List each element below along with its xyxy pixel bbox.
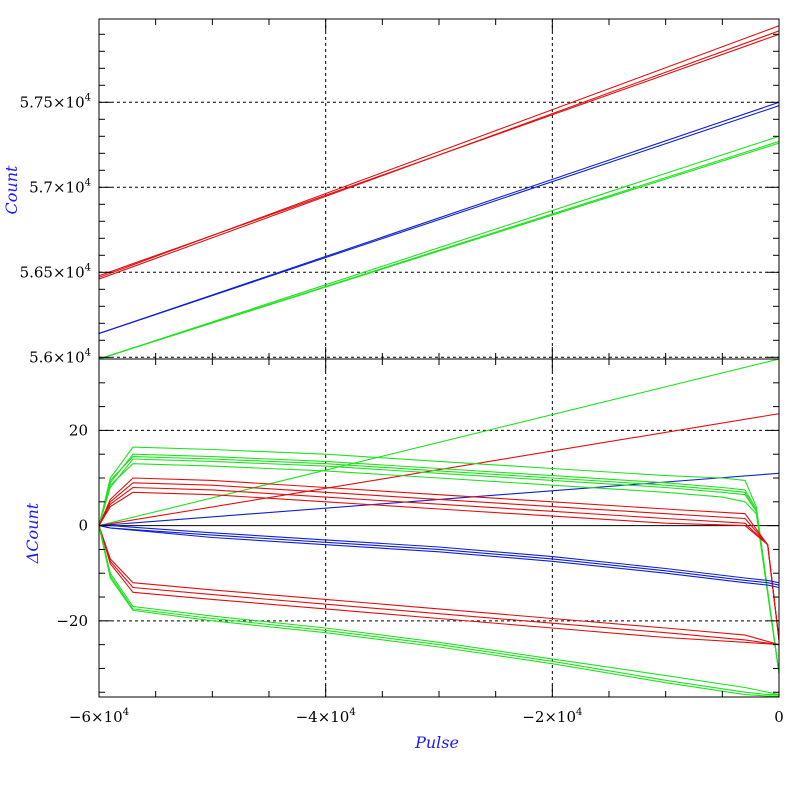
top-panel: 5.6×104 5.65×104 5.7×104 5.75×104 — [20, 18, 780, 366]
bottom-series-green-0 — [99, 359, 779, 527]
bottom-series-green-5 — [99, 446, 779, 674]
bottom-y-axis-title: ΔCount — [23, 502, 42, 564]
bottom-series-red-15 — [99, 525, 779, 646]
x-tick-label: 0 — [774, 708, 784, 726]
top-y-tick-label: 5.75×104 — [20, 92, 91, 111]
bottom-series-blue-13 — [99, 525, 779, 589]
bottom-series-red-16 — [99, 525, 779, 646]
top-y-tick-label: 5.65×104 — [20, 262, 91, 281]
bottom-series-green-4 — [99, 453, 779, 674]
top-series-green-5 — [99, 135, 779, 359]
bottom-series-red-8 — [99, 482, 779, 640]
x-tick-label: −6×104 — [69, 707, 129, 726]
bottom-y-tick-label: −20 — [56, 612, 88, 630]
x-axis-title: Pulse — [414, 733, 459, 752]
bottom-series-red-9 — [99, 486, 779, 640]
bottom-series-red-10 — [99, 491, 779, 640]
bottom-series-blue-12 — [99, 525, 779, 586]
bottom-series-green-3 — [99, 458, 779, 674]
top-series-green-7 — [99, 142, 779, 359]
bottom-series-green-6 — [99, 463, 779, 674]
bottom-series-red-1 — [99, 413, 779, 527]
bottom-series-blue-14 — [99, 525, 779, 584]
bottom-y-tick-label: 0 — [78, 517, 88, 535]
top-y-tick-label: 5.7×104 — [29, 177, 91, 196]
bottom-series-green-19 — [99, 525, 779, 696]
bottom-panel: −20 0 20 −6×104 −4×104 −2×104 0 — [56, 358, 784, 726]
bottom-series-red-17 — [99, 525, 779, 646]
top-series-blue-4 — [99, 105, 779, 335]
bottom-series-red-11 — [99, 477, 779, 640]
bottom-frame — [98, 358, 780, 698]
x-tick-label: −4×104 — [296, 707, 356, 726]
bottom-y-tick-label: 20 — [69, 421, 88, 439]
top-y-tick-label: 5.6×104 — [29, 347, 91, 366]
top-y-axis-title: Count — [2, 165, 21, 214]
top-series-red-2 — [99, 33, 779, 277]
bottom-series-green-18 — [99, 525, 779, 696]
bottom-series-green-7 — [99, 456, 779, 674]
bottom-series-green-20 — [99, 525, 779, 697]
x-tick-label: −2×104 — [522, 707, 582, 726]
